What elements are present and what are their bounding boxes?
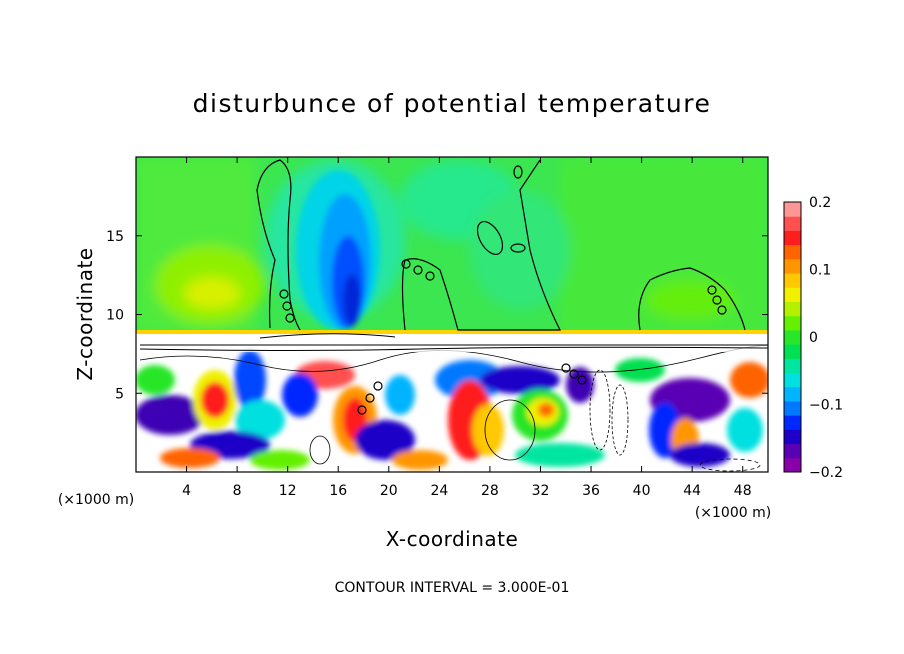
colorbar-swatch (784, 230, 801, 246)
colorbar-swatch (784, 443, 801, 459)
x-tick-label: 36 (582, 483, 600, 499)
colorbar-tick-label: 0 (809, 330, 818, 346)
x-tick-label: 24 (430, 483, 448, 499)
tropopause-band (136, 330, 768, 334)
x-tick-label: 48 (734, 483, 752, 499)
y-axis-label: Z-coordinate (73, 247, 97, 380)
x-tick-label: 28 (481, 483, 499, 499)
x-tick-label: 40 (633, 483, 651, 499)
x-tick-label: 12 (279, 483, 297, 499)
colorbar-swatch (784, 216, 801, 231)
colorbar-swatch (784, 315, 801, 331)
x-tick-label: 16 (329, 483, 347, 499)
x-tick-label: 8 (233, 483, 242, 499)
lower-disturbances (136, 350, 768, 470)
y-tick-label: 10 (106, 308, 124, 324)
x-tick-label: 4 (182, 483, 191, 499)
colorbar-tick-label: 0.2 (809, 195, 831, 211)
colorbar-swatch (784, 415, 801, 430)
colorbar-swatch (784, 386, 801, 402)
colorbar-swatch (784, 258, 801, 274)
upper-variations (136, 157, 768, 333)
colorbar-tick-label: −0.2 (809, 465, 843, 481)
colorbar-tick-label: −0.1 (809, 398, 843, 414)
contour-interval-note: CONTOUR INTERVAL = 3.000E-01 (335, 580, 570, 596)
colorbar-swatch (784, 329, 801, 345)
colorbar-swatch (784, 301, 801, 317)
colorbar-swatch (784, 344, 801, 359)
boundary-contours (139, 333, 768, 351)
colorbar-tick-label: 0.1 (809, 263, 831, 279)
x-axis-label: X-coordinate (386, 527, 519, 551)
upper-contours (256, 159, 746, 415)
y-tick-label: 15 (106, 229, 124, 245)
x-unit-right: (×1000 m) (695, 505, 771, 521)
y-tick-label: 5 (115, 386, 124, 402)
x-axis: 4 8 12 16 20 24 28 32 36 40 44 48 (182, 157, 752, 499)
cold-plume (296, 170, 380, 330)
colorbar-swatch (784, 429, 801, 445)
x-tick-label: 32 (532, 483, 550, 499)
colorbar-swatch (784, 457, 801, 473)
colorbar-swatch (784, 287, 801, 302)
x-tick-label: 44 (683, 483, 701, 499)
colorbar-frame (783, 201, 802, 473)
colorbar-swatch (784, 400, 801, 416)
y-axis: 5 10 15 (106, 229, 768, 402)
x-tick-label: 20 (380, 483, 398, 499)
colorbar-swatch (784, 358, 801, 374)
chart-title: disturbunce of potential temperature (193, 89, 712, 118)
x-unit-left: (×1000 m) (58, 492, 134, 508)
colorbar: 0.2 0.1 0 −0.1 −0.2 (783, 195, 843, 481)
colorbar-swatch (784, 273, 801, 288)
colorbar-swatch (784, 202, 801, 217)
plot-area (136, 157, 768, 472)
colorbar-swatch (784, 372, 801, 388)
colorbar-swatch (784, 244, 801, 260)
